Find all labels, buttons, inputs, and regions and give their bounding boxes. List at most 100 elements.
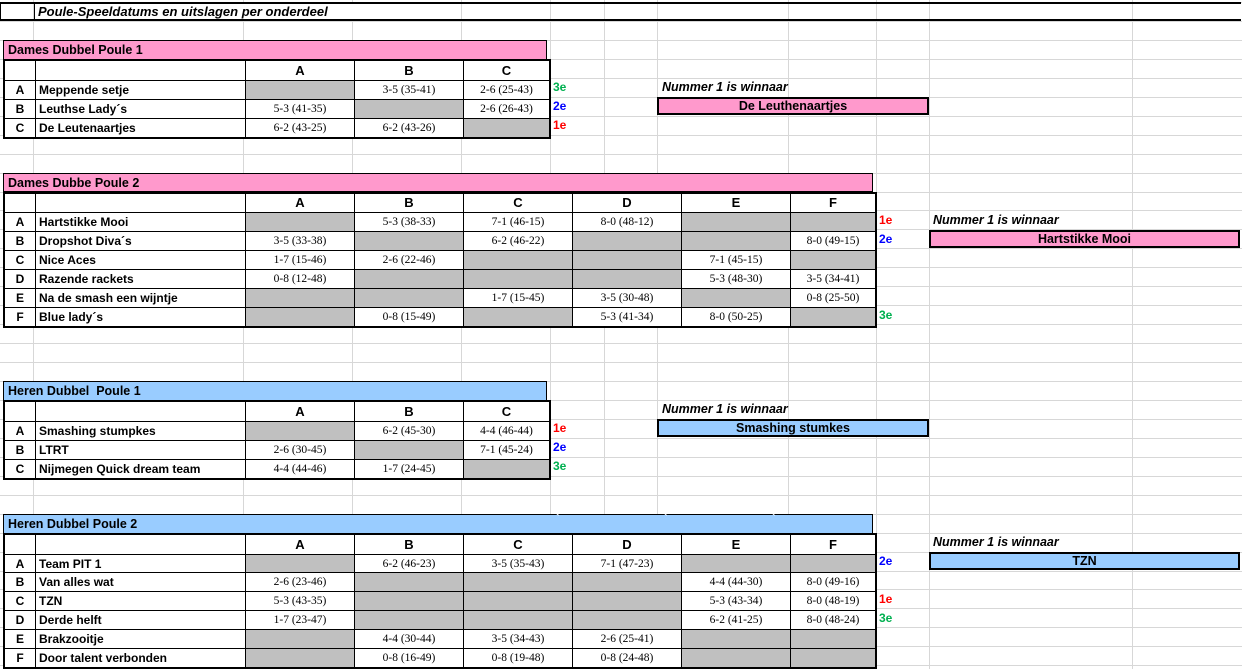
row-label-cell[interactable]: E xyxy=(5,629,35,649)
score-cell[interactable]: 5-3 (43-34) xyxy=(681,591,790,611)
score-cell[interactable]: 4-4 (30-44) xyxy=(354,629,463,649)
score-cell[interactable]: 7-1 (45-15) xyxy=(681,250,790,270)
team-name-cell[interactable]: Hartstikke Mooi xyxy=(35,212,245,232)
team-name-cell[interactable]: Dropshot Diva´s xyxy=(35,231,245,251)
team-name-cell[interactable]: LTRT xyxy=(35,439,245,459)
team-name-cell[interactable]: Van alles wat xyxy=(35,572,245,592)
score-cell[interactable]: 8-0 (49-15) xyxy=(790,231,875,251)
column-header-cell[interactable]: C xyxy=(463,401,549,421)
gray-cell[interactable] xyxy=(463,572,572,592)
score-cell[interactable]: 0-8 (19-48) xyxy=(463,648,572,668)
score-cell[interactable]: 3-5 (34-43) xyxy=(463,629,572,649)
column-header-cell[interactable]: B xyxy=(354,401,463,421)
poule-band[interactable]: Heren Dubbel Poule 1 xyxy=(3,381,547,401)
row-label-cell[interactable]: C xyxy=(5,458,35,478)
score-cell[interactable]: 6-2 (43-26) xyxy=(354,117,463,137)
winner-box[interactable]: De Leuthenaartjes xyxy=(657,97,929,116)
gray-cell[interactable] xyxy=(463,269,572,289)
row-label-cell[interactable]: C xyxy=(5,250,35,270)
gray-cell[interactable] xyxy=(681,288,790,308)
score-cell[interactable]: 8-0 (49-16) xyxy=(790,572,875,592)
column-header-cell[interactable]: C xyxy=(463,193,572,213)
column-header-cell[interactable]: A xyxy=(245,534,354,554)
gray-cell[interactable] xyxy=(681,231,790,251)
score-cell[interactable]: 0-8 (15-49) xyxy=(354,307,463,327)
score-cell[interactable]: 1-7 (15-46) xyxy=(245,250,354,270)
gray-cell[interactable] xyxy=(790,212,875,232)
row-label-cell[interactable]: D xyxy=(5,610,35,630)
gray-cell[interactable] xyxy=(245,307,354,327)
gray-cell[interactable] xyxy=(354,439,463,459)
row-label-cell[interactable]: B xyxy=(5,98,35,118)
score-cell[interactable]: 6-2 (46-22) xyxy=(463,231,572,251)
column-header-cell[interactable]: E xyxy=(681,534,790,554)
rank-label[interactable]: 2e xyxy=(553,99,567,114)
team-name-cell[interactable]: Derde helft xyxy=(35,610,245,630)
rank-label[interactable]: 2e xyxy=(879,231,893,246)
column-header-cell[interactable]: A xyxy=(245,193,354,213)
gray-cell[interactable] xyxy=(681,648,790,668)
gray-cell[interactable] xyxy=(463,591,572,611)
score-cell[interactable]: 0-8 (25-50) xyxy=(790,288,875,308)
team-name-cell[interactable]: Meppende setje xyxy=(35,79,245,99)
gray-cell[interactable] xyxy=(354,98,463,118)
column-header-cell[interactable]: F xyxy=(790,534,875,554)
score-cell[interactable]: 6-2 (41-25) xyxy=(681,610,790,630)
score-cell[interactable]: 5-3 (48-30) xyxy=(681,269,790,289)
header-spacer-cell[interactable] xyxy=(35,60,245,80)
column-header-cell[interactable]: A xyxy=(245,60,354,80)
row-label-cell[interactable]: B xyxy=(5,231,35,251)
score-cell[interactable]: 5-3 (41-34) xyxy=(572,307,681,327)
rank-label[interactable]: 3e xyxy=(879,307,893,322)
team-name-cell[interactable]: Door talent verbonden xyxy=(35,648,245,668)
row-label-cell[interactable]: D xyxy=(5,269,35,289)
poule-band[interactable]: Dames Dubbe Poule 2 xyxy=(3,172,873,193)
gray-cell[interactable] xyxy=(681,212,790,232)
score-cell[interactable]: 4-4 (46-44) xyxy=(463,420,549,440)
rank-label[interactable]: 2e xyxy=(879,554,893,569)
column-header-cell[interactable]: B xyxy=(354,60,463,80)
score-cell[interactable]: 2-6 (25-43) xyxy=(463,79,549,99)
header-spacer-cell[interactable] xyxy=(35,401,245,421)
gray-cell[interactable] xyxy=(354,269,463,289)
score-cell[interactable]: 2-6 (25-41) xyxy=(572,629,681,649)
score-cell[interactable]: 2-6 (22-46) xyxy=(354,250,463,270)
row-label-cell[interactable]: C xyxy=(5,117,35,137)
rank-label[interactable]: 1e xyxy=(553,118,567,133)
score-cell[interactable]: 0-8 (16-49) xyxy=(354,648,463,668)
gray-cell[interactable] xyxy=(245,79,354,99)
team-name-cell[interactable]: De Leutenaartjes xyxy=(35,117,245,137)
rank-label[interactable]: 3e xyxy=(553,459,567,474)
team-name-cell[interactable]: Nice Aces xyxy=(35,250,245,270)
team-name-cell[interactable]: Na de smash een wijntje xyxy=(35,288,245,308)
gray-cell[interactable] xyxy=(354,610,463,630)
corner-cell[interactable] xyxy=(5,193,35,213)
score-cell[interactable]: 7-1 (45-24) xyxy=(463,439,549,459)
gray-cell[interactable] xyxy=(572,231,681,251)
score-cell[interactable]: 5-3 (38-33) xyxy=(354,212,463,232)
gray-cell[interactable] xyxy=(245,212,354,232)
gray-cell[interactable] xyxy=(681,629,790,649)
row-label-cell[interactable]: C xyxy=(5,591,35,611)
gray-cell[interactable] xyxy=(572,250,681,270)
gray-cell[interactable] xyxy=(790,553,875,573)
score-cell[interactable]: 3-5 (35-41) xyxy=(354,79,463,99)
corner-cell[interactable] xyxy=(5,401,35,421)
row-label-cell[interactable]: B xyxy=(5,439,35,459)
score-cell[interactable]: 8-0 (48-19) xyxy=(790,591,875,611)
gray-cell[interactable] xyxy=(572,610,681,630)
gray-cell[interactable] xyxy=(354,288,463,308)
score-cell[interactable]: 6-2 (45-30) xyxy=(354,420,463,440)
team-name-cell[interactable]: TZN xyxy=(35,591,245,611)
row-label-cell[interactable]: B xyxy=(5,572,35,592)
row-label-cell[interactable]: F xyxy=(5,307,35,327)
row-label-cell[interactable]: A xyxy=(5,212,35,232)
score-cell[interactable]: 8-0 (48-24) xyxy=(790,610,875,630)
score-cell[interactable]: 1-7 (23-47) xyxy=(245,610,354,630)
team-name-cell[interactable]: Nijmegen Quick dream team xyxy=(35,458,245,478)
score-cell[interactable]: 5-3 (41-35) xyxy=(245,98,354,118)
score-cell[interactable]: 4-4 (44-46) xyxy=(245,458,354,478)
rank-label[interactable]: 1e xyxy=(879,591,893,606)
score-cell[interactable]: 6-2 (46-23) xyxy=(354,553,463,573)
score-cell[interactable]: 3-5 (35-43) xyxy=(463,553,572,573)
